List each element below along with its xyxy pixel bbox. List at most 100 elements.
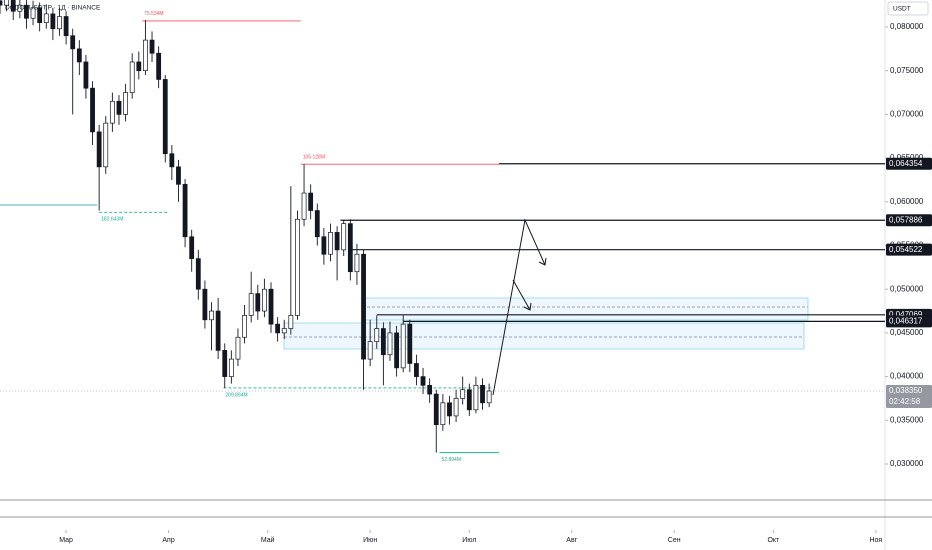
last-price-label: 0,038350 xyxy=(889,386,923,395)
candle-body xyxy=(440,402,446,426)
candle-body xyxy=(387,332,393,356)
candle-body xyxy=(473,384,479,411)
candle-body xyxy=(334,232,340,251)
y-tick-label: 0,030000 xyxy=(890,459,924,468)
y-tick-label: 0,065000 xyxy=(890,153,924,162)
y-tick-label: 0,035000 xyxy=(890,415,924,424)
y-tick-label: 0,045000 xyxy=(890,328,924,337)
candle-body xyxy=(255,293,261,312)
candle-body xyxy=(275,323,281,334)
level-tag xyxy=(886,315,932,328)
candle-body xyxy=(222,350,228,377)
last-price-tag xyxy=(886,385,932,409)
candle-body xyxy=(460,389,466,399)
annotation-label: 105.128M xyxy=(303,155,325,161)
candle-body xyxy=(314,210,320,238)
candle-body xyxy=(43,13,49,23)
y-tick-label: 0,060000 xyxy=(890,197,924,206)
y-tick-label: 0,080000 xyxy=(890,22,924,31)
candle-body xyxy=(420,376,426,386)
candle-body xyxy=(414,363,419,377)
countdown: 02:42:58 xyxy=(889,397,921,406)
annotation-label: 75.534M xyxy=(144,11,163,17)
candle-body xyxy=(427,384,433,395)
currency-box[interactable] xyxy=(887,1,929,16)
candle-body xyxy=(90,87,95,133)
candle-body xyxy=(466,389,472,411)
candle-body xyxy=(209,310,214,321)
candle-body xyxy=(374,328,380,342)
candle-body xyxy=(136,61,142,72)
candle-body xyxy=(328,232,333,255)
candle-body xyxy=(347,223,353,273)
candle-body xyxy=(447,402,452,417)
x-tick-label: Апр xyxy=(162,537,174,544)
candle-body xyxy=(24,4,29,19)
candle-body xyxy=(169,153,175,168)
candle-body xyxy=(189,236,195,259)
y-tick-label: 0,075000 xyxy=(890,66,924,75)
candle-body xyxy=(70,35,76,50)
y-tick-label: 0,070000 xyxy=(890,110,924,119)
candle-body xyxy=(361,253,366,360)
level-label: 0,046317 xyxy=(889,316,923,325)
candle-body xyxy=(453,398,459,417)
annotation-label: 52.894M xyxy=(442,457,461,463)
candle-body xyxy=(400,323,406,369)
level-label: 0,047069 xyxy=(889,310,923,319)
currency[interactable]: USDT xyxy=(893,6,911,13)
candle-body xyxy=(30,7,36,19)
candle-body xyxy=(149,39,155,54)
level-label: 0,064354 xyxy=(889,159,923,168)
candle-body xyxy=(176,166,181,185)
candle-body xyxy=(321,236,327,255)
candle-body xyxy=(295,218,300,316)
arrow-head xyxy=(538,257,547,266)
candle-body xyxy=(129,61,135,93)
level-tag xyxy=(886,157,932,170)
candle-body xyxy=(162,79,168,155)
candle-body xyxy=(83,61,89,89)
candle-body xyxy=(354,253,360,273)
candle-body xyxy=(109,100,115,124)
x-tick-label: Июн xyxy=(363,537,377,544)
x-tick-label: Окт xyxy=(767,537,780,544)
zone xyxy=(361,297,809,321)
candle-body xyxy=(143,39,148,72)
candle-body xyxy=(367,341,373,360)
candle-body xyxy=(301,192,307,220)
candle-body xyxy=(480,384,485,404)
candle-body xyxy=(17,4,23,12)
candle-body xyxy=(37,7,43,23)
candle-body xyxy=(96,131,102,168)
candle-body xyxy=(182,183,188,238)
candle-body xyxy=(261,288,267,312)
y-tick-label: 0,050000 xyxy=(890,284,924,293)
annotation-label: 209.894M xyxy=(225,392,247,398)
symbol-title: DODOXUSDT.P · 1Д · BINANCE xyxy=(5,5,101,12)
candle-body xyxy=(433,393,439,426)
candle-body xyxy=(215,310,221,351)
candle-body xyxy=(380,328,386,356)
candle-body xyxy=(407,323,413,364)
candle-body xyxy=(308,192,314,211)
candle-body xyxy=(228,358,234,377)
candle-body xyxy=(123,92,128,115)
arrow xyxy=(512,279,531,311)
candle-body xyxy=(0,0,3,6)
y-tick-label: 0,040000 xyxy=(890,372,924,381)
candle-body xyxy=(202,288,208,321)
x-tick-label: Май xyxy=(261,536,275,544)
candle-body xyxy=(248,293,254,316)
candle-body xyxy=(103,122,109,168)
candle-body xyxy=(57,16,62,30)
candle-body xyxy=(4,0,10,6)
x-tick-label: Авг xyxy=(566,537,577,544)
x-tick-label: Ноя xyxy=(869,537,882,544)
candle-body xyxy=(10,0,16,12)
candle-body xyxy=(394,332,399,369)
level-tag xyxy=(886,214,932,227)
candle-body xyxy=(235,336,241,360)
